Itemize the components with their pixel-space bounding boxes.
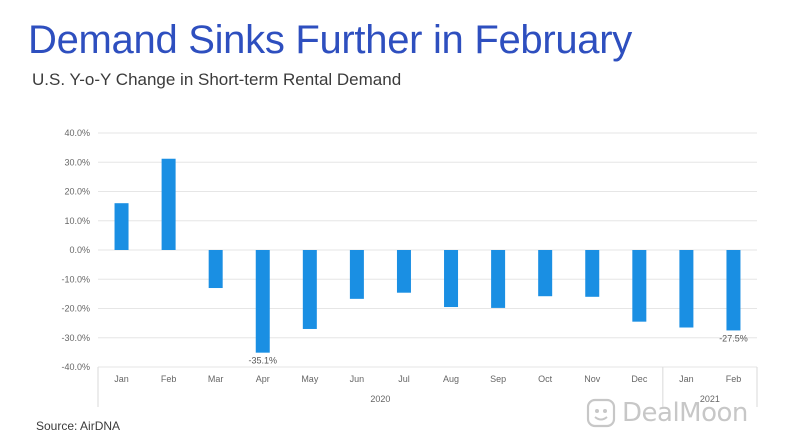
- x-tick-label: Feb: [161, 374, 177, 384]
- x-tick-label: May: [301, 374, 319, 384]
- bar: [726, 250, 741, 331]
- x-tick-label: Jun: [350, 374, 365, 384]
- watermark: DealMoon: [586, 398, 748, 428]
- y-tick-label: 40.0%: [64, 128, 90, 138]
- y-tick-label: -40.0%: [61, 362, 90, 372]
- y-tick-label: 10.0%: [64, 216, 90, 226]
- data-label: -27.5%: [719, 333, 748, 343]
- x-tick-label: Mar: [208, 374, 224, 384]
- bar: [632, 250, 647, 322]
- x-tick-label: Sep: [490, 374, 506, 384]
- x-tick-label: Aug: [443, 374, 459, 384]
- x-tick-label: Nov: [584, 374, 601, 384]
- x-tick-label: Jul: [398, 374, 410, 384]
- bar: [349, 250, 364, 299]
- source-note: Source: AirDNA: [36, 419, 121, 433]
- bar: [114, 203, 129, 250]
- x-tick-label: Feb: [726, 374, 742, 384]
- y-tick-label: 20.0%: [64, 187, 90, 197]
- bar: [679, 250, 694, 328]
- y-tick-label: -20.0%: [61, 304, 90, 314]
- bar: [538, 250, 553, 297]
- bar: [585, 250, 600, 297]
- bar: [208, 250, 223, 289]
- x-tick-label: Dec: [631, 374, 648, 384]
- x-tick-label: Jan: [114, 374, 129, 384]
- y-tick-label: -30.0%: [61, 333, 90, 343]
- data-label: -35.1%: [248, 356, 277, 366]
- bar: [491, 250, 506, 308]
- bar: [444, 250, 459, 308]
- x-tick-label: Oct: [538, 374, 553, 384]
- y-tick-label: 30.0%: [64, 157, 90, 167]
- x-tick-label: Apr: [256, 374, 270, 384]
- watermark-text: DealMoon: [622, 398, 748, 428]
- bar: [396, 250, 411, 293]
- x-tick-label: Jan: [679, 374, 694, 384]
- bar: [302, 250, 317, 329]
- y-tick-label: -10.0%: [61, 274, 90, 284]
- chart-title: Demand Sinks Further in February: [28, 18, 632, 62]
- x-group-label: 2020: [370, 394, 390, 404]
- bar: [161, 158, 176, 250]
- y-tick-label: 0.0%: [69, 245, 90, 255]
- dealmoon-logo-icon: [586, 398, 616, 428]
- chart-subtitle: U.S. Y-o-Y Change in Short-term Rental D…: [32, 70, 402, 89]
- x-group-label: 2021: [700, 394, 720, 404]
- bar: [255, 250, 270, 353]
